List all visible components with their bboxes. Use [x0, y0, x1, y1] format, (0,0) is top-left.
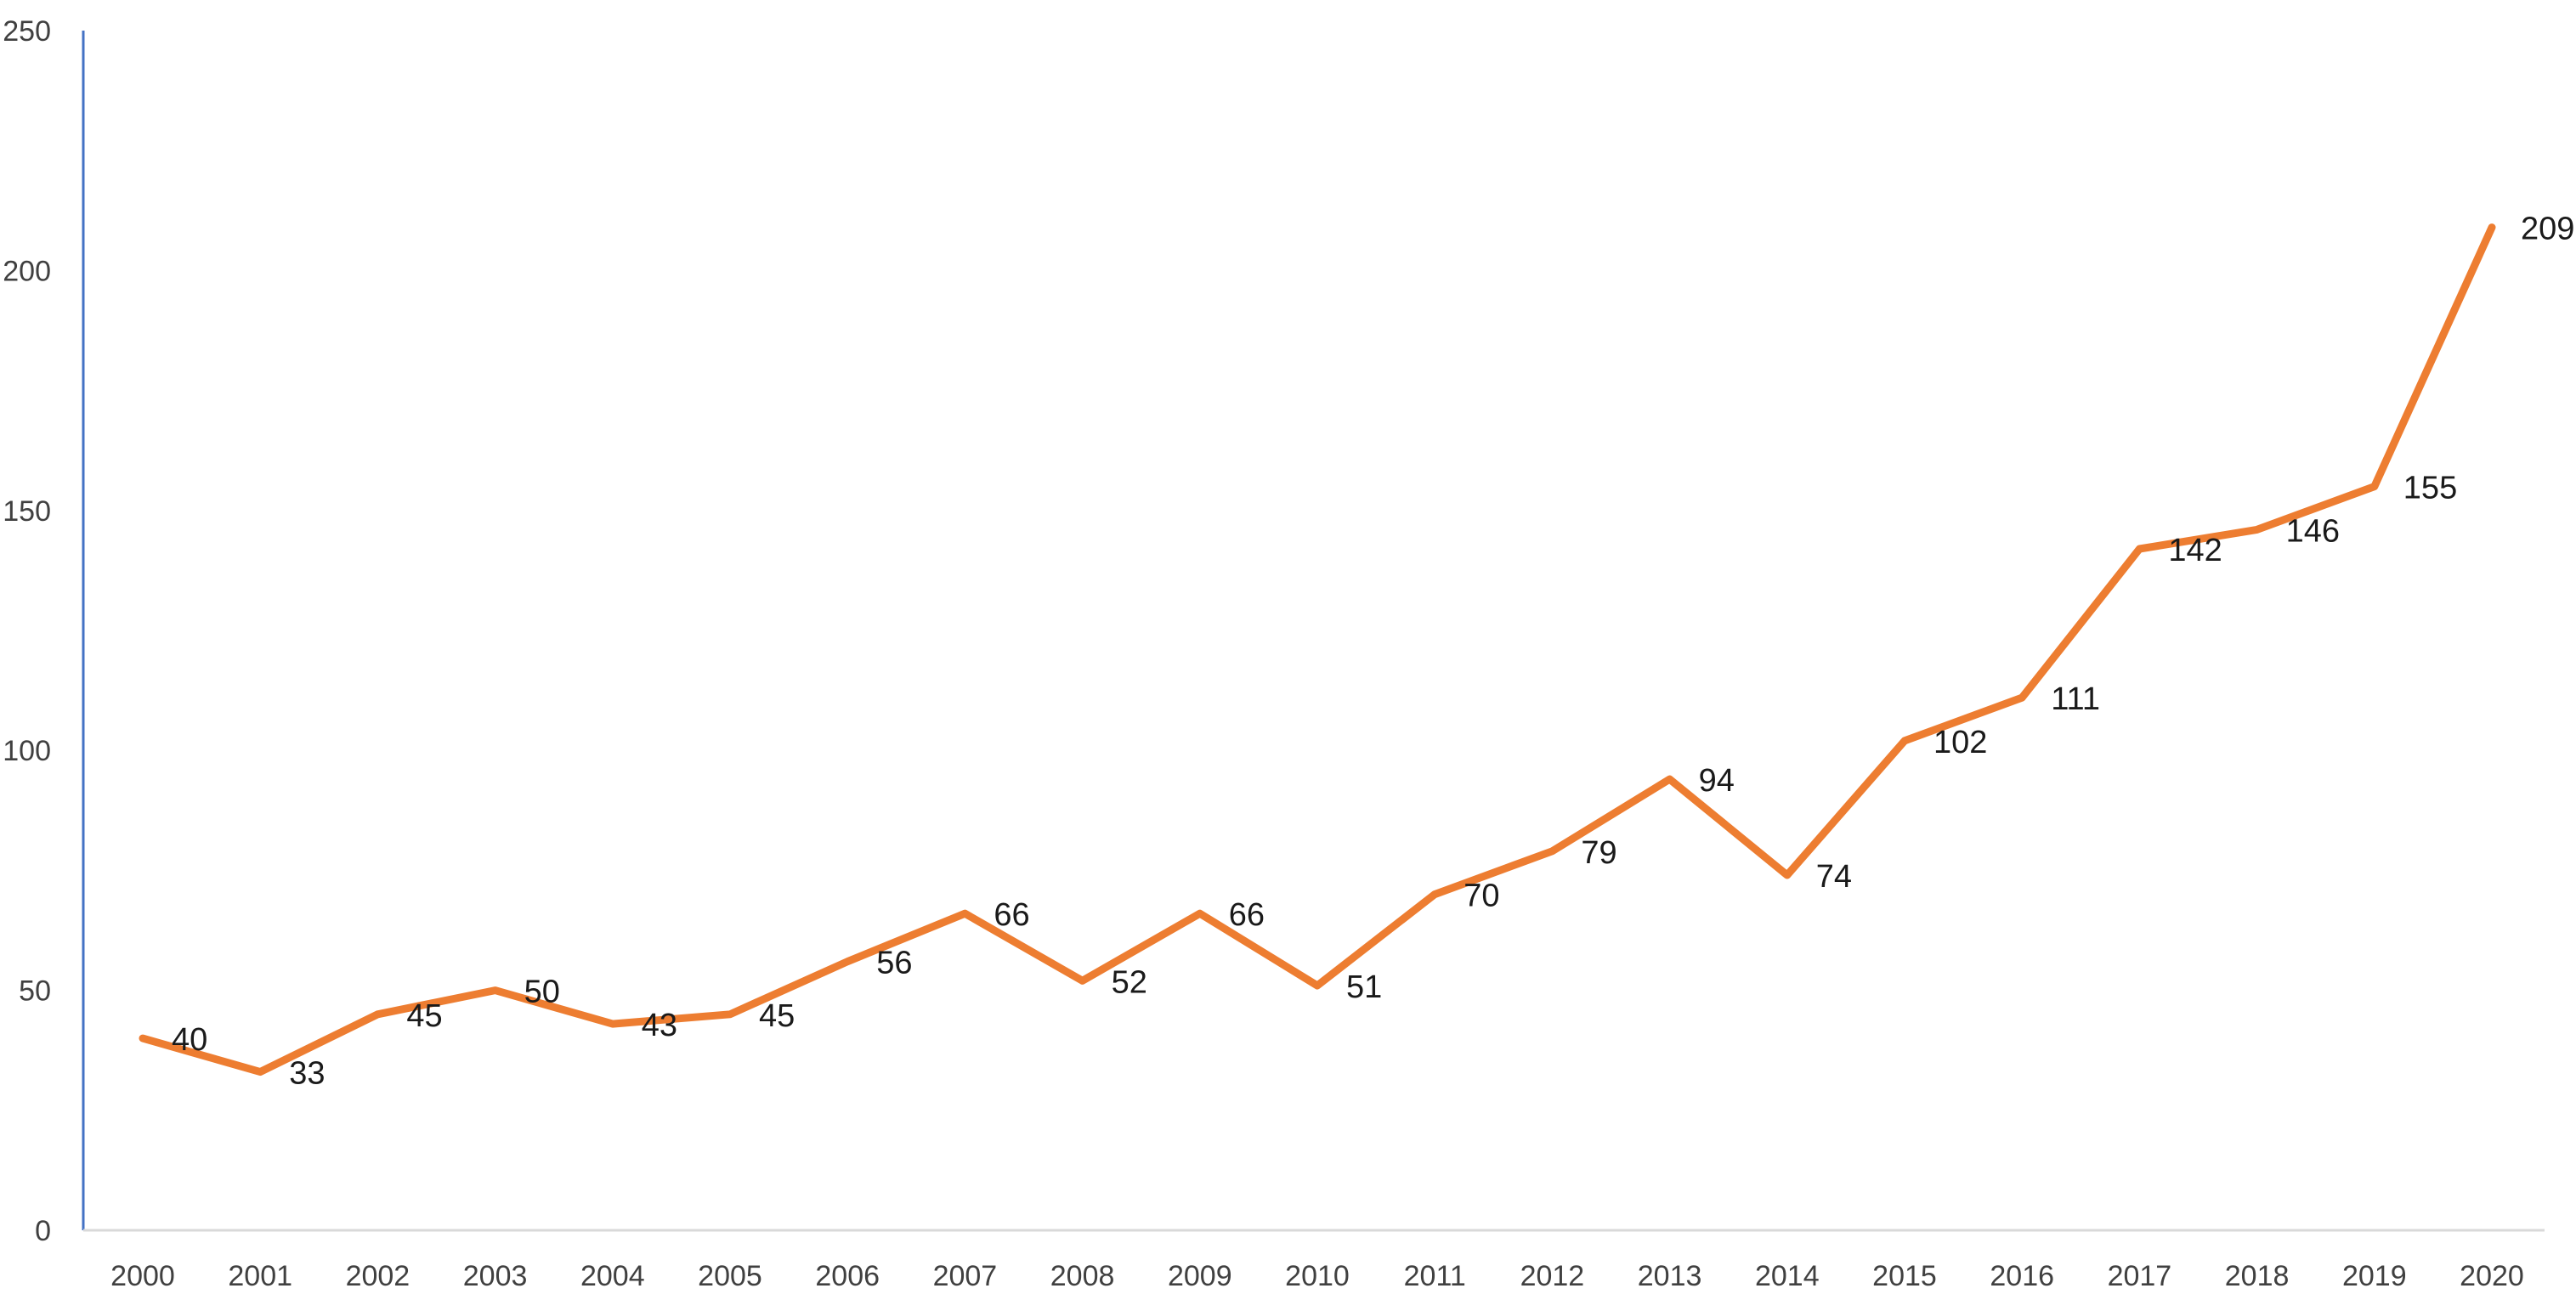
x-tick-label: 2009: [1168, 1260, 1232, 1292]
x-tick-label: 2016: [1990, 1260, 2054, 1292]
x-tick-label: 2012: [1520, 1260, 1585, 1292]
x-tick-label: 2010: [1285, 1260, 1350, 1292]
y-tick-label: 50: [19, 975, 51, 1008]
data-label: 142: [2168, 533, 2222, 568]
x-tick-label: 2018: [2225, 1260, 2290, 1292]
x-tick-label: 2017: [2108, 1260, 2172, 1292]
x-tick-label: 2005: [698, 1260, 762, 1292]
x-tick-label: 2001: [228, 1260, 292, 1292]
data-label: 209: [2521, 212, 2574, 247]
y-tick-label: 100: [3, 735, 51, 767]
data-label: 43: [642, 1008, 677, 1043]
data-label: 111: [2051, 681, 2100, 717]
data-label: 79: [1581, 835, 1616, 871]
x-tick-label: 2004: [580, 1260, 645, 1292]
data-label: 45: [406, 998, 442, 1034]
data-label: 45: [759, 998, 795, 1034]
data-label: 50: [524, 975, 560, 1010]
x-tick-label: 2014: [1755, 1260, 1820, 1292]
y-tick-label: 0: [35, 1215, 51, 1247]
data-label: 66: [1229, 897, 1265, 933]
data-labels: 40 33 45 50 43 45 56 66 52 66 51 70 79 94 74 102 111 142 1…: [172, 212, 2574, 1092]
x-tick-label: 2020: [2460, 1260, 2524, 1292]
x-tick-label: 2015: [1872, 1260, 1937, 1292]
data-label: 146: [2286, 513, 2340, 549]
x-tick-label: 2002: [346, 1260, 410, 1292]
y-tick-label: 200: [3, 255, 51, 287]
data-label: 155: [2403, 471, 2457, 506]
x-tick-label: 2000: [110, 1260, 175, 1292]
x-tick-label: 2013: [1638, 1260, 1702, 1292]
data-label: 51: [1346, 969, 1382, 1005]
x-tick-label: 2003: [463, 1260, 528, 1292]
data-label: 52: [1112, 964, 1147, 1000]
x-tick-label: 2019: [2342, 1260, 2407, 1292]
data-label: 102: [1933, 725, 1987, 760]
y-tick-label: 150: [3, 495, 51, 528]
data-label: 66: [994, 897, 1029, 933]
data-label: 94: [1699, 763, 1735, 799]
data-label: 70: [1464, 879, 1499, 914]
series-line: [139, 223, 2496, 1076]
x-tick-label: 2011: [1404, 1260, 1466, 1292]
data-label: 56: [876, 946, 912, 981]
x-tick-label: 2007: [933, 1260, 998, 1292]
data-label: 33: [289, 1056, 325, 1092]
data-label: 40: [172, 1022, 207, 1058]
x-axis-ticks: 2000 2001 2002 2003 2004 2005 2006 2007 2008 2009…: [110, 1260, 2524, 1292]
y-tick-label: 250: [3, 15, 51, 48]
x-tick-label: 2008: [1050, 1260, 1115, 1292]
data-label: 74: [1816, 859, 1852, 895]
x-tick-label: 2006: [815, 1260, 880, 1292]
y-axis-ticks: 0 50 100 150 200 250: [3, 15, 51, 1247]
